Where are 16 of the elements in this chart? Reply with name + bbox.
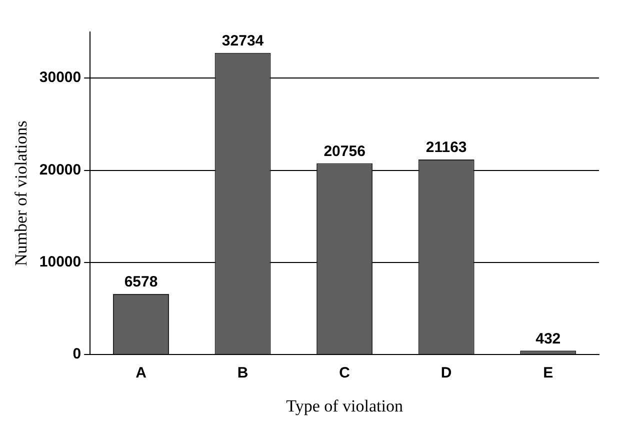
- x-axis-title: Type of violation: [286, 396, 404, 416]
- x-tick-label: D: [440, 364, 452, 382]
- x-tick-label: E: [543, 364, 554, 382]
- x-tick-label: A: [136, 364, 147, 382]
- x-tick-label: C: [339, 364, 350, 382]
- y-tick-label: 20000: [39, 161, 82, 178]
- data-label: 20756: [324, 142, 366, 160]
- data-label: 432: [536, 330, 561, 348]
- y-axis-title: Number of violations: [12, 120, 31, 266]
- y-tick-label: 0: [72, 346, 82, 363]
- data-label: 6578: [124, 274, 158, 291]
- x-tick-label: B: [237, 364, 248, 382]
- y-tick-label: 30000: [39, 69, 82, 86]
- y-tick-label: 10000: [39, 254, 82, 271]
- data-label: 32734: [222, 32, 264, 50]
- data-label: 21163: [426, 139, 467, 156]
